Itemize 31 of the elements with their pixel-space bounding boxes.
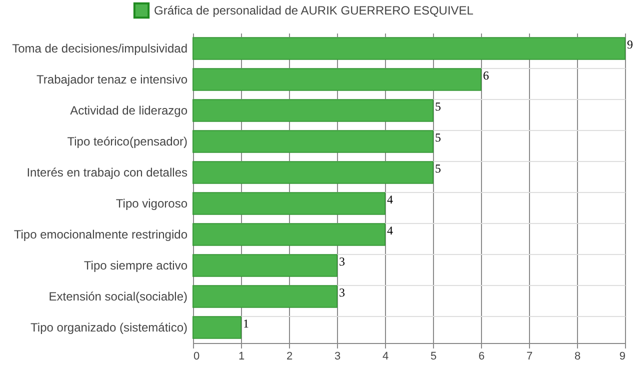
y-tick-label: Tipo vigoroso: [116, 196, 188, 210]
y-tick-label: Tipo siempre activo: [84, 258, 188, 272]
data-label: 5: [435, 130, 441, 144]
x-tick-label: 4: [382, 350, 389, 362]
data-label: 5: [435, 100, 441, 114]
x-tick-label: 8: [574, 350, 581, 362]
data-label: 5: [435, 162, 441, 176]
x-tick-label: 6: [478, 350, 485, 362]
y-tick-label: Trabajador tenaz e intensivo: [36, 72, 188, 86]
y-tick-label: Actividad de liderazgo: [70, 104, 188, 118]
x-tick-label: 9: [619, 350, 626, 362]
x-tick-label: 2: [286, 350, 293, 362]
y-tick-label: Interés en trabajo con detalles: [26, 166, 188, 180]
data-label: 9: [627, 38, 633, 52]
y-tick-label: Extensión social(sociable): [48, 290, 188, 304]
data-label: 3: [339, 254, 345, 268]
data-label: 3: [339, 286, 345, 300]
x-tick-label: 3: [334, 350, 341, 362]
data-label: 4: [387, 192, 393, 206]
legend-label: Gráfica de personalidad de AURIK GUERRERO ESQUIVEL: [154, 4, 474, 18]
x-tick-label: 7: [526, 350, 533, 362]
x-tick-label: 1: [238, 350, 245, 362]
x-tick-label: 5: [430, 350, 437, 362]
y-tick-label: Tipo organizado (sistemático): [30, 320, 188, 334]
data-label: 4: [387, 224, 393, 238]
data-label: 1: [243, 316, 249, 330]
data-label: 6: [483, 68, 489, 82]
y-tick-label: Toma de decisiones/impulsividad: [12, 42, 188, 56]
y-tick-label: Tipo teórico(pensador): [67, 134, 188, 148]
y-tick-label: Tipo emocionalmente restringido: [14, 228, 188, 242]
x-tick-label: 0: [194, 350, 200, 362]
